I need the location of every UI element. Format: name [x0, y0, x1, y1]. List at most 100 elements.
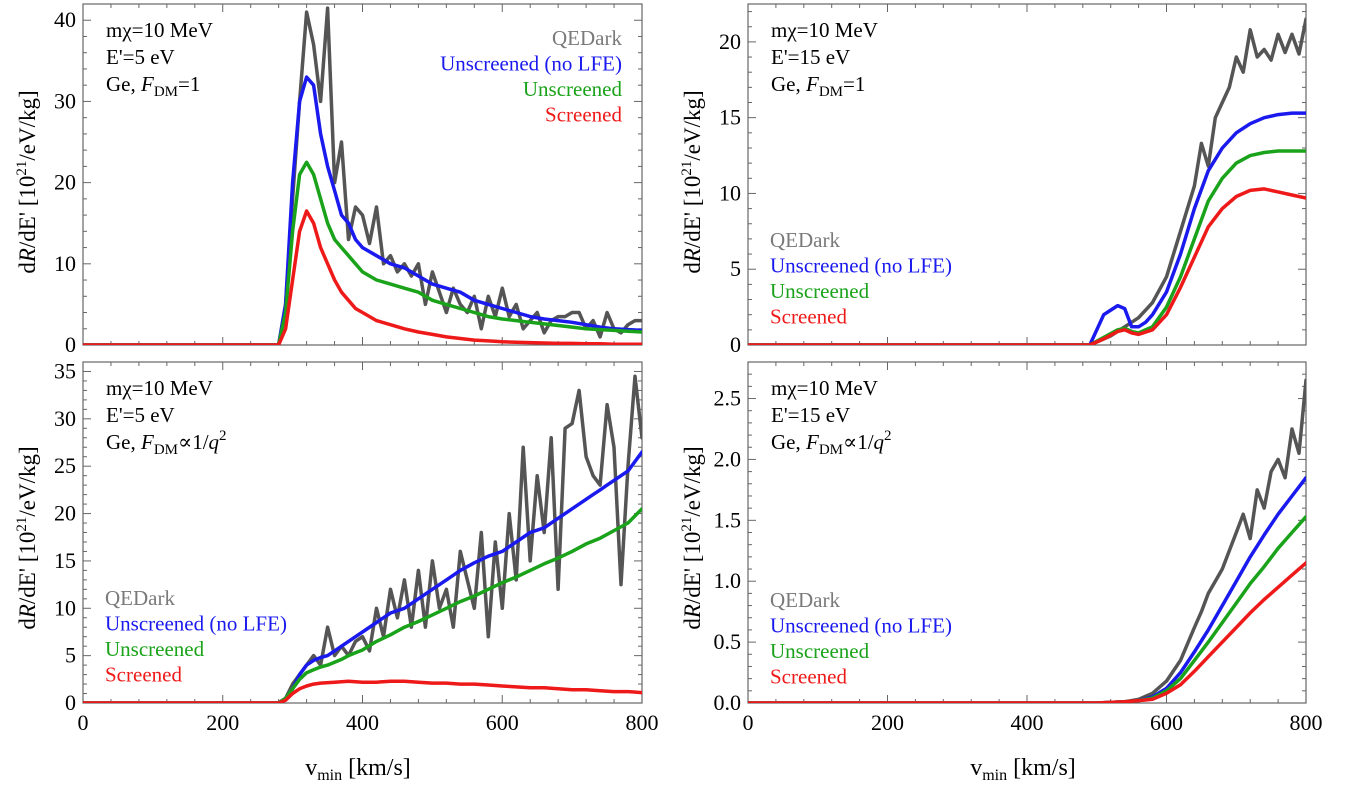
y-tick-label: 0 [65, 690, 76, 715]
x-tick-label: 800 [1290, 710, 1323, 735]
series-line-qedark [748, 378, 1306, 703]
annotation-mass: mχ=10 MeV [771, 18, 878, 42]
legend-entry: Unscreened (no LFE) [105, 612, 287, 636]
y-axis-label-bottom-right: dR/dE' [1021/eV/kg] [679, 446, 705, 629]
legend-entry: QEDark [770, 588, 840, 612]
x-axis-label-right: vmin [km/s] [970, 755, 1076, 784]
panel-bottom-right: 0 200 400 600 800 0.0 0.5 1.0 1.5 2.0 2.5 mχ=10 MeV… [714, 361, 1323, 735]
series-group [83, 374, 642, 703]
y-tick-label: 2.5 [714, 386, 742, 411]
y-tick-label: 5 [65, 643, 76, 668]
series-line-unscreened-no-lfe [748, 111, 1306, 345]
series-line-unscreened [83, 507, 642, 703]
y-label-prefix: d [680, 618, 705, 630]
annotation-energy: E'=15 eV [771, 403, 850, 427]
legend-entry: Unscreened [523, 77, 623, 101]
legend-entry: Unscreened (no LFE) [440, 52, 622, 76]
series-line-qedark [83, 6, 642, 345]
y-label-mid: /dE' [10 [680, 176, 705, 249]
legend-entry: Unscreened (no LFE) [770, 614, 952, 638]
y-label-suffix: /eV/kg] [680, 446, 705, 516]
x-tick-label: 0 [743, 710, 754, 735]
y-tick-label: 10 [719, 180, 741, 205]
x-axis-label-sub: min [317, 767, 342, 784]
y-tick-label: 20 [54, 170, 76, 195]
y-axis-label-bottom-left: dR/dE' [1021/eV/kg] [14, 446, 40, 629]
annotation-energy: E'=5 eV [106, 45, 175, 69]
series-line-screened [748, 187, 1306, 345]
y-label-exp: 21 [14, 517, 30, 532]
x-tick-label: 600 [486, 710, 519, 735]
y-tick-label: 0 [730, 332, 741, 357]
legend-entry: Unscreened (no LFE) [770, 254, 952, 278]
y-tick-label: 20 [54, 501, 76, 526]
legend-entry: Unscreened [770, 279, 870, 303]
series-group [748, 378, 1306, 703]
legend-entry: QEDark [770, 228, 840, 252]
y-label-script: R [680, 248, 705, 263]
y-tick-label: 1.5 [714, 507, 742, 532]
legend-entry: Unscreened [770, 639, 870, 663]
y-label-script: R [15, 248, 40, 263]
x-axis-label-main: v [970, 755, 982, 781]
series-group [748, 17, 1306, 345]
y-tick-label: 30 [54, 88, 76, 113]
series-line-qedark [748, 17, 1306, 345]
panels: 0 10 20 30 40 mχ=10 MeV E'=5 eV Ge, FDM=1 QEDark… [54, 3, 1323, 735]
x-tick-label: 400 [1011, 710, 1044, 735]
y-tick-label: 15 [54, 548, 76, 573]
y-tick-label: 15 [719, 105, 741, 130]
x-axis-label-unit: [km/s] [1013, 755, 1076, 781]
y-tick-label: 1.0 [714, 568, 742, 593]
legend-entry: QEDark [105, 586, 175, 610]
series-line-screened [83, 679, 642, 703]
panel-bottom-left: 0 200 400 600 800 0 5 10 15 20 25 30 35 mχ=10 MeV E'=5… [54, 358, 659, 735]
y-tick-label: 20 [719, 29, 741, 54]
y-label-prefix: d [15, 262, 40, 274]
x-tick-label: 200 [871, 710, 904, 735]
y-tick-label: 25 [54, 453, 76, 478]
y-tick-label: 10 [54, 251, 76, 276]
y-label-suffix: /eV/kg] [680, 90, 705, 160]
y-label-mid: /dE' [10 [15, 176, 40, 249]
legend-entry: Screened [770, 665, 847, 689]
annotation-energy: E'=15 eV [771, 45, 850, 69]
y-label-mid: /dE' [10 [15, 532, 40, 605]
y-label-script: R [680, 604, 705, 619]
y-label-prefix: d [680, 262, 705, 274]
legend-entry: Screened [770, 305, 847, 329]
annotation-mass: mχ=10 MeV [106, 18, 213, 42]
y-tick-label: 10 [54, 595, 76, 620]
y-tick-label: 0.5 [714, 629, 742, 654]
y-label-suffix: /eV/kg] [15, 90, 40, 160]
annotation-energy: E'=5 eV [106, 403, 175, 427]
series-line-unscreened [83, 160, 642, 345]
y-label-exp: 21 [14, 161, 30, 176]
y-tick-label: 0 [65, 332, 76, 357]
series-line-screened [748, 561, 1306, 703]
x-tick-label: 800 [626, 710, 659, 735]
x-axis-label-main: v [305, 755, 317, 781]
series-group [83, 6, 642, 345]
y-tick-label: 0.0 [714, 690, 742, 715]
y-label-prefix: d [15, 618, 40, 630]
x-tick-label: 200 [206, 710, 239, 735]
panel-top-right: 0 5 10 15 20 mχ=10 MeV E'=15 eV Ge, FDM=1 QEDark… [719, 3, 1307, 357]
legend-entry: QEDark [552, 26, 622, 50]
y-label-exp: 21 [679, 517, 695, 532]
y-tick-label: 2.0 [714, 446, 742, 471]
y-label-suffix: /eV/kg] [15, 446, 40, 516]
x-axis-label-unit: [km/s] [348, 755, 411, 781]
series-line-unscreened-no-lfe [83, 450, 642, 703]
y-axis-label-top-left: dR/dE' [1021/eV/kg] [14, 90, 40, 273]
annotation-mass: mχ=10 MeV [106, 376, 213, 400]
x-tick-label: 0 [78, 710, 89, 735]
annotation-mass: mχ=10 MeV [771, 376, 878, 400]
annotation-material: Ge, FDM=1 [771, 72, 865, 100]
x-tick-label: 400 [346, 710, 379, 735]
x-tick-label: 600 [1150, 710, 1183, 735]
